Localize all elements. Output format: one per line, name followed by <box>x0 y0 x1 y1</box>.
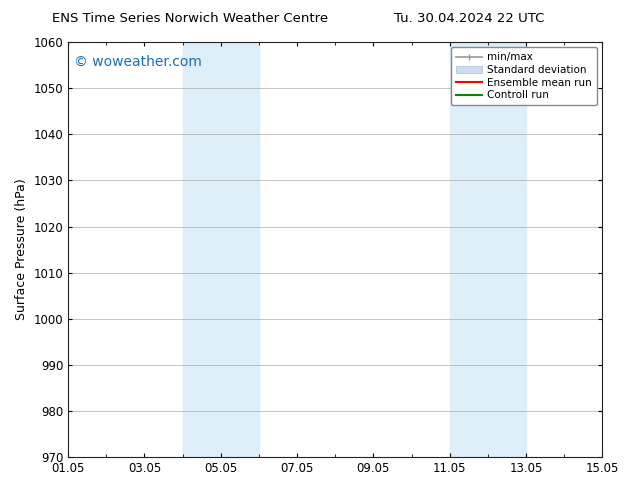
Bar <box>450 42 526 457</box>
Text: © woweather.com: © woweather.com <box>74 54 202 69</box>
Legend: min/max, Standard deviation, Ensemble mean run, Controll run: min/max, Standard deviation, Ensemble me… <box>451 47 597 105</box>
Bar <box>183 42 259 457</box>
Text: ENS Time Series Norwich Weather Centre: ENS Time Series Norwich Weather Centre <box>52 12 328 25</box>
Y-axis label: Surface Pressure (hPa): Surface Pressure (hPa) <box>15 179 28 320</box>
Text: Tu. 30.04.2024 22 UTC: Tu. 30.04.2024 22 UTC <box>394 12 545 25</box>
